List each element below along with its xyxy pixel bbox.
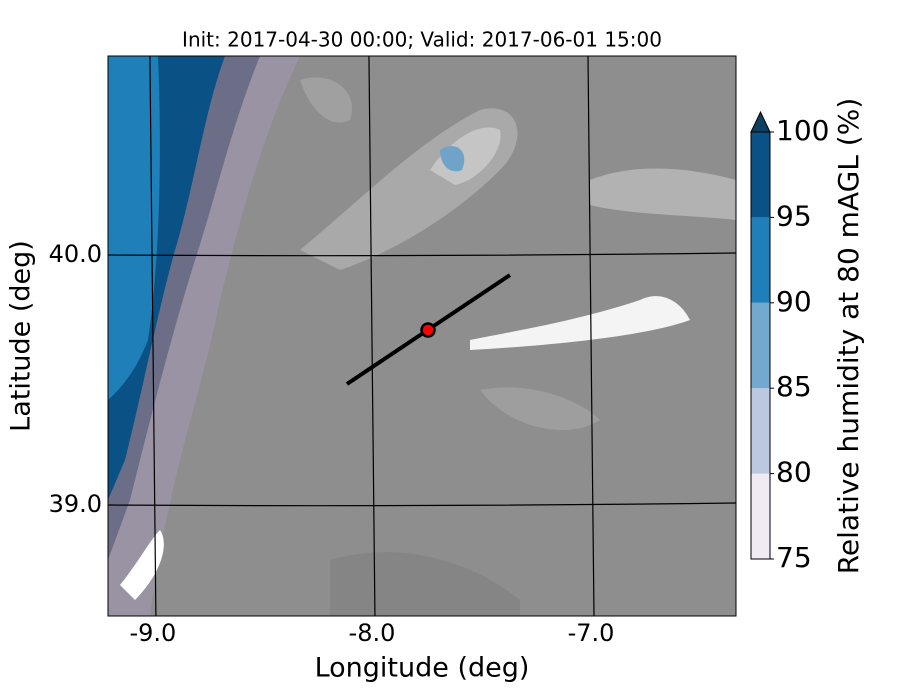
colorbar-label: Relative humidity at 80 mAGL (%) [832, 98, 865, 575]
colorbar-tick-label: 75 [776, 541, 812, 574]
colorbar-frame [750, 131, 771, 560]
meridian [368, 56, 376, 616]
colorbar-tick-label: 80 [776, 456, 812, 489]
colorbar-tick-label: 100 [776, 114, 829, 147]
colorbar-tick-label: 85 [776, 370, 812, 403]
x-tick-label: -8.0 [349, 619, 396, 647]
colorbar-segment [751, 302, 770, 389]
colorbar-extend [750, 110, 771, 133]
colorbar-tick-label: 95 [776, 199, 812, 232]
site-marker [420, 322, 436, 338]
overlay [108, 56, 736, 616]
plot-frame [107, 55, 737, 617]
colorbar-segment [751, 473, 770, 559]
parallel [108, 502, 736, 507]
colorbar-tick-label: 90 [776, 285, 812, 318]
y-axis-label: Latitude (deg) [6, 240, 37, 432]
colorbar-segment [751, 132, 770, 218]
map-background [108, 56, 736, 616]
parallel [108, 252, 736, 257]
colorbar-segment [751, 217, 770, 303]
meridian [587, 56, 595, 616]
x-axis-label: Longitude (deg) [315, 653, 530, 684]
y-tick-label: 39.0 [49, 490, 102, 518]
colorbar-segment [751, 388, 770, 474]
y-tick-label: 40.0 [49, 240, 102, 268]
chart-title: Init: 2017-04-30 00:00; Valid: 2017-06-0… [182, 28, 662, 52]
x-tick-label: -9.0 [129, 619, 176, 647]
x-tick-label: -7.0 [568, 619, 615, 647]
meridian [149, 56, 157, 616]
